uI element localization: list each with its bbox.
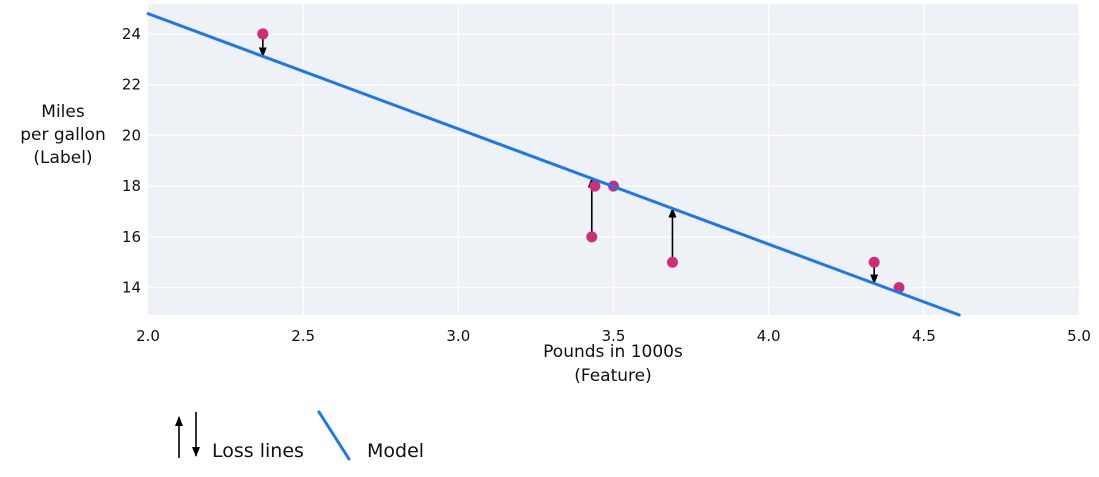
data-point <box>666 256 678 268</box>
y-tick-label: 20 <box>122 126 141 144</box>
y-tick-label: 24 <box>122 25 141 43</box>
data-point <box>257 28 269 40</box>
legend: Loss lines Model <box>175 410 424 462</box>
y-axis-title: Miles per gallon (Label) <box>20 102 105 168</box>
x-tick-label: 3.0 <box>446 327 470 345</box>
y-tick-label: 14 <box>122 279 141 297</box>
x-tick-label: 2.0 <box>136 327 160 345</box>
y-tick-label: 16 <box>122 228 141 246</box>
y-tick-labels: 14 16 18 20 22 24 <box>122 25 141 297</box>
y-tick-label: 22 <box>122 76 141 94</box>
y-axis-title-line: (Label) <box>33 148 92 168</box>
x-tick-label: 5.0 <box>1067 327 1091 345</box>
x-axis-title-line: Pounds in 1000s <box>543 342 683 362</box>
legend-model-line-icon <box>317 410 351 461</box>
x-tick-labels: 2.0 2.5 3.0 3.5 4.0 4.5 5.0 <box>136 327 1091 345</box>
x-axis-title-line: (Feature) <box>574 366 652 386</box>
data-point <box>586 231 598 243</box>
data-point <box>589 180 601 192</box>
data-point <box>868 256 880 268</box>
model-line <box>146 12 961 317</box>
legend-loss-label: Loss lines <box>212 440 304 462</box>
y-axis-title-line: per gallon <box>20 125 105 145</box>
x-tick-label: 3.5 <box>602 327 626 345</box>
y-axis-title-line: Miles <box>41 102 85 122</box>
x-tick-label: 2.5 <box>291 327 315 345</box>
x-tick-label: 4.5 <box>912 327 936 345</box>
y-tick-label: 18 <box>122 177 141 195</box>
x-tick-label: 4.0 <box>757 327 781 345</box>
data-points <box>257 28 905 294</box>
x-axis-title: Pounds in 1000s (Feature) <box>543 342 683 386</box>
legend-model-label: Model <box>367 440 424 462</box>
